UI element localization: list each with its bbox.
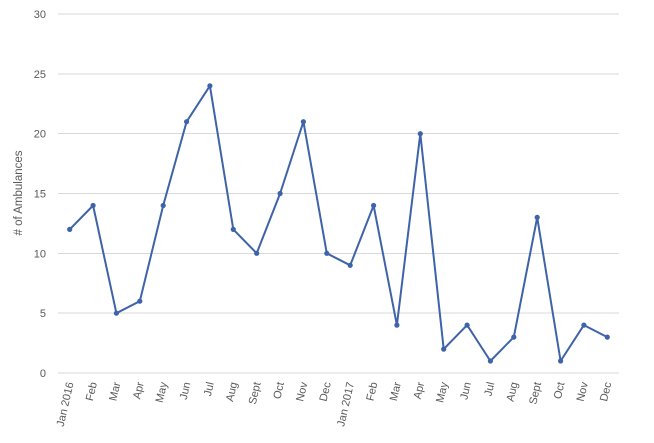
- x-tick-label: Feb: [365, 381, 381, 402]
- x-tick-label: Dec: [318, 380, 334, 402]
- y-tick-label: 15: [34, 189, 46, 201]
- x-tick-label: May: [434, 380, 450, 403]
- y-tick-label: 10: [34, 248, 46, 260]
- data-point-marker: [558, 358, 564, 364]
- y-tick-label: 30: [34, 9, 46, 21]
- x-tick-label: Sept: [527, 381, 544, 406]
- x-tick-label: Oct: [552, 381, 568, 400]
- data-point-marker: [487, 358, 493, 364]
- data-point-marker: [184, 119, 190, 125]
- x-tick-label: Jul: [483, 381, 498, 397]
- data-point-marker: [230, 226, 236, 232]
- x-tick-label: Jan 2017: [335, 381, 357, 428]
- data-point-marker: [254, 250, 260, 256]
- x-tick-label: Mar: [107, 381, 123, 402]
- series-line: [68, 84, 609, 362]
- data-point-marker: [511, 334, 517, 340]
- x-tick-label: Aug: [505, 381, 521, 403]
- gridlines: [58, 13, 619, 374]
- data-point-marker: [300, 119, 306, 125]
- data-point-marker: [113, 310, 119, 316]
- data-point-marker: [90, 202, 96, 209]
- data-point-marker: [604, 334, 610, 340]
- data-point-marker: [347, 262, 353, 268]
- y-tick-label: 0: [40, 368, 46, 380]
- y-tick-label: 5: [40, 308, 46, 320]
- x-tick-label: May: [154, 380, 170, 403]
- x-tick-label: Aug: [224, 381, 240, 403]
- x-tick-label: Jun: [178, 381, 194, 401]
- x-tick-label: Sept: [247, 381, 264, 406]
- y-axis-title: # of Ambulances: [13, 150, 25, 235]
- x-tick-label: Apr: [131, 381, 147, 401]
- data-point-marker: [324, 250, 330, 256]
- data-point-marker: [277, 190, 283, 197]
- x-tick-label: Mar: [388, 381, 404, 402]
- x-tick-label: Apr: [412, 381, 428, 401]
- x-tick-label: Oct: [271, 381, 287, 400]
- data-series: [67, 83, 610, 364]
- data-point-marker: [67, 226, 73, 232]
- y-tick-label: 25: [34, 69, 46, 81]
- data-point-marker: [581, 322, 587, 328]
- data-point-marker: [207, 83, 213, 89]
- data-point-marker: [160, 202, 166, 209]
- data-point-marker: [394, 322, 400, 328]
- x-tick-label: Nov: [575, 380, 591, 402]
- data-point-marker: [464, 322, 470, 328]
- y-tick-label: 20: [34, 129, 46, 141]
- data-point-marker: [534, 214, 540, 220]
- x-tick-label: Jan 2016: [55, 381, 77, 428]
- data-point-marker: [441, 346, 447, 352]
- data-point-marker: [417, 131, 423, 137]
- y-axis-tick-labels: 0 5 10 15 20 25 30: [34, 9, 46, 380]
- data-point-marker: [137, 298, 143, 304]
- x-tick-label: Dec: [598, 380, 614, 402]
- x-tick-label: Feb: [84, 381, 100, 402]
- x-tick-label: Jul: [202, 381, 217, 397]
- x-tick-label: Jun: [458, 381, 474, 401]
- x-tick-label: Nov: [294, 380, 310, 402]
- data-point-marker: [371, 202, 377, 209]
- x-axis-tick-labels: Jan 2016 Feb Mar Apr May Jun Jul Aug Sept Oct Nov D…: [55, 380, 615, 427]
